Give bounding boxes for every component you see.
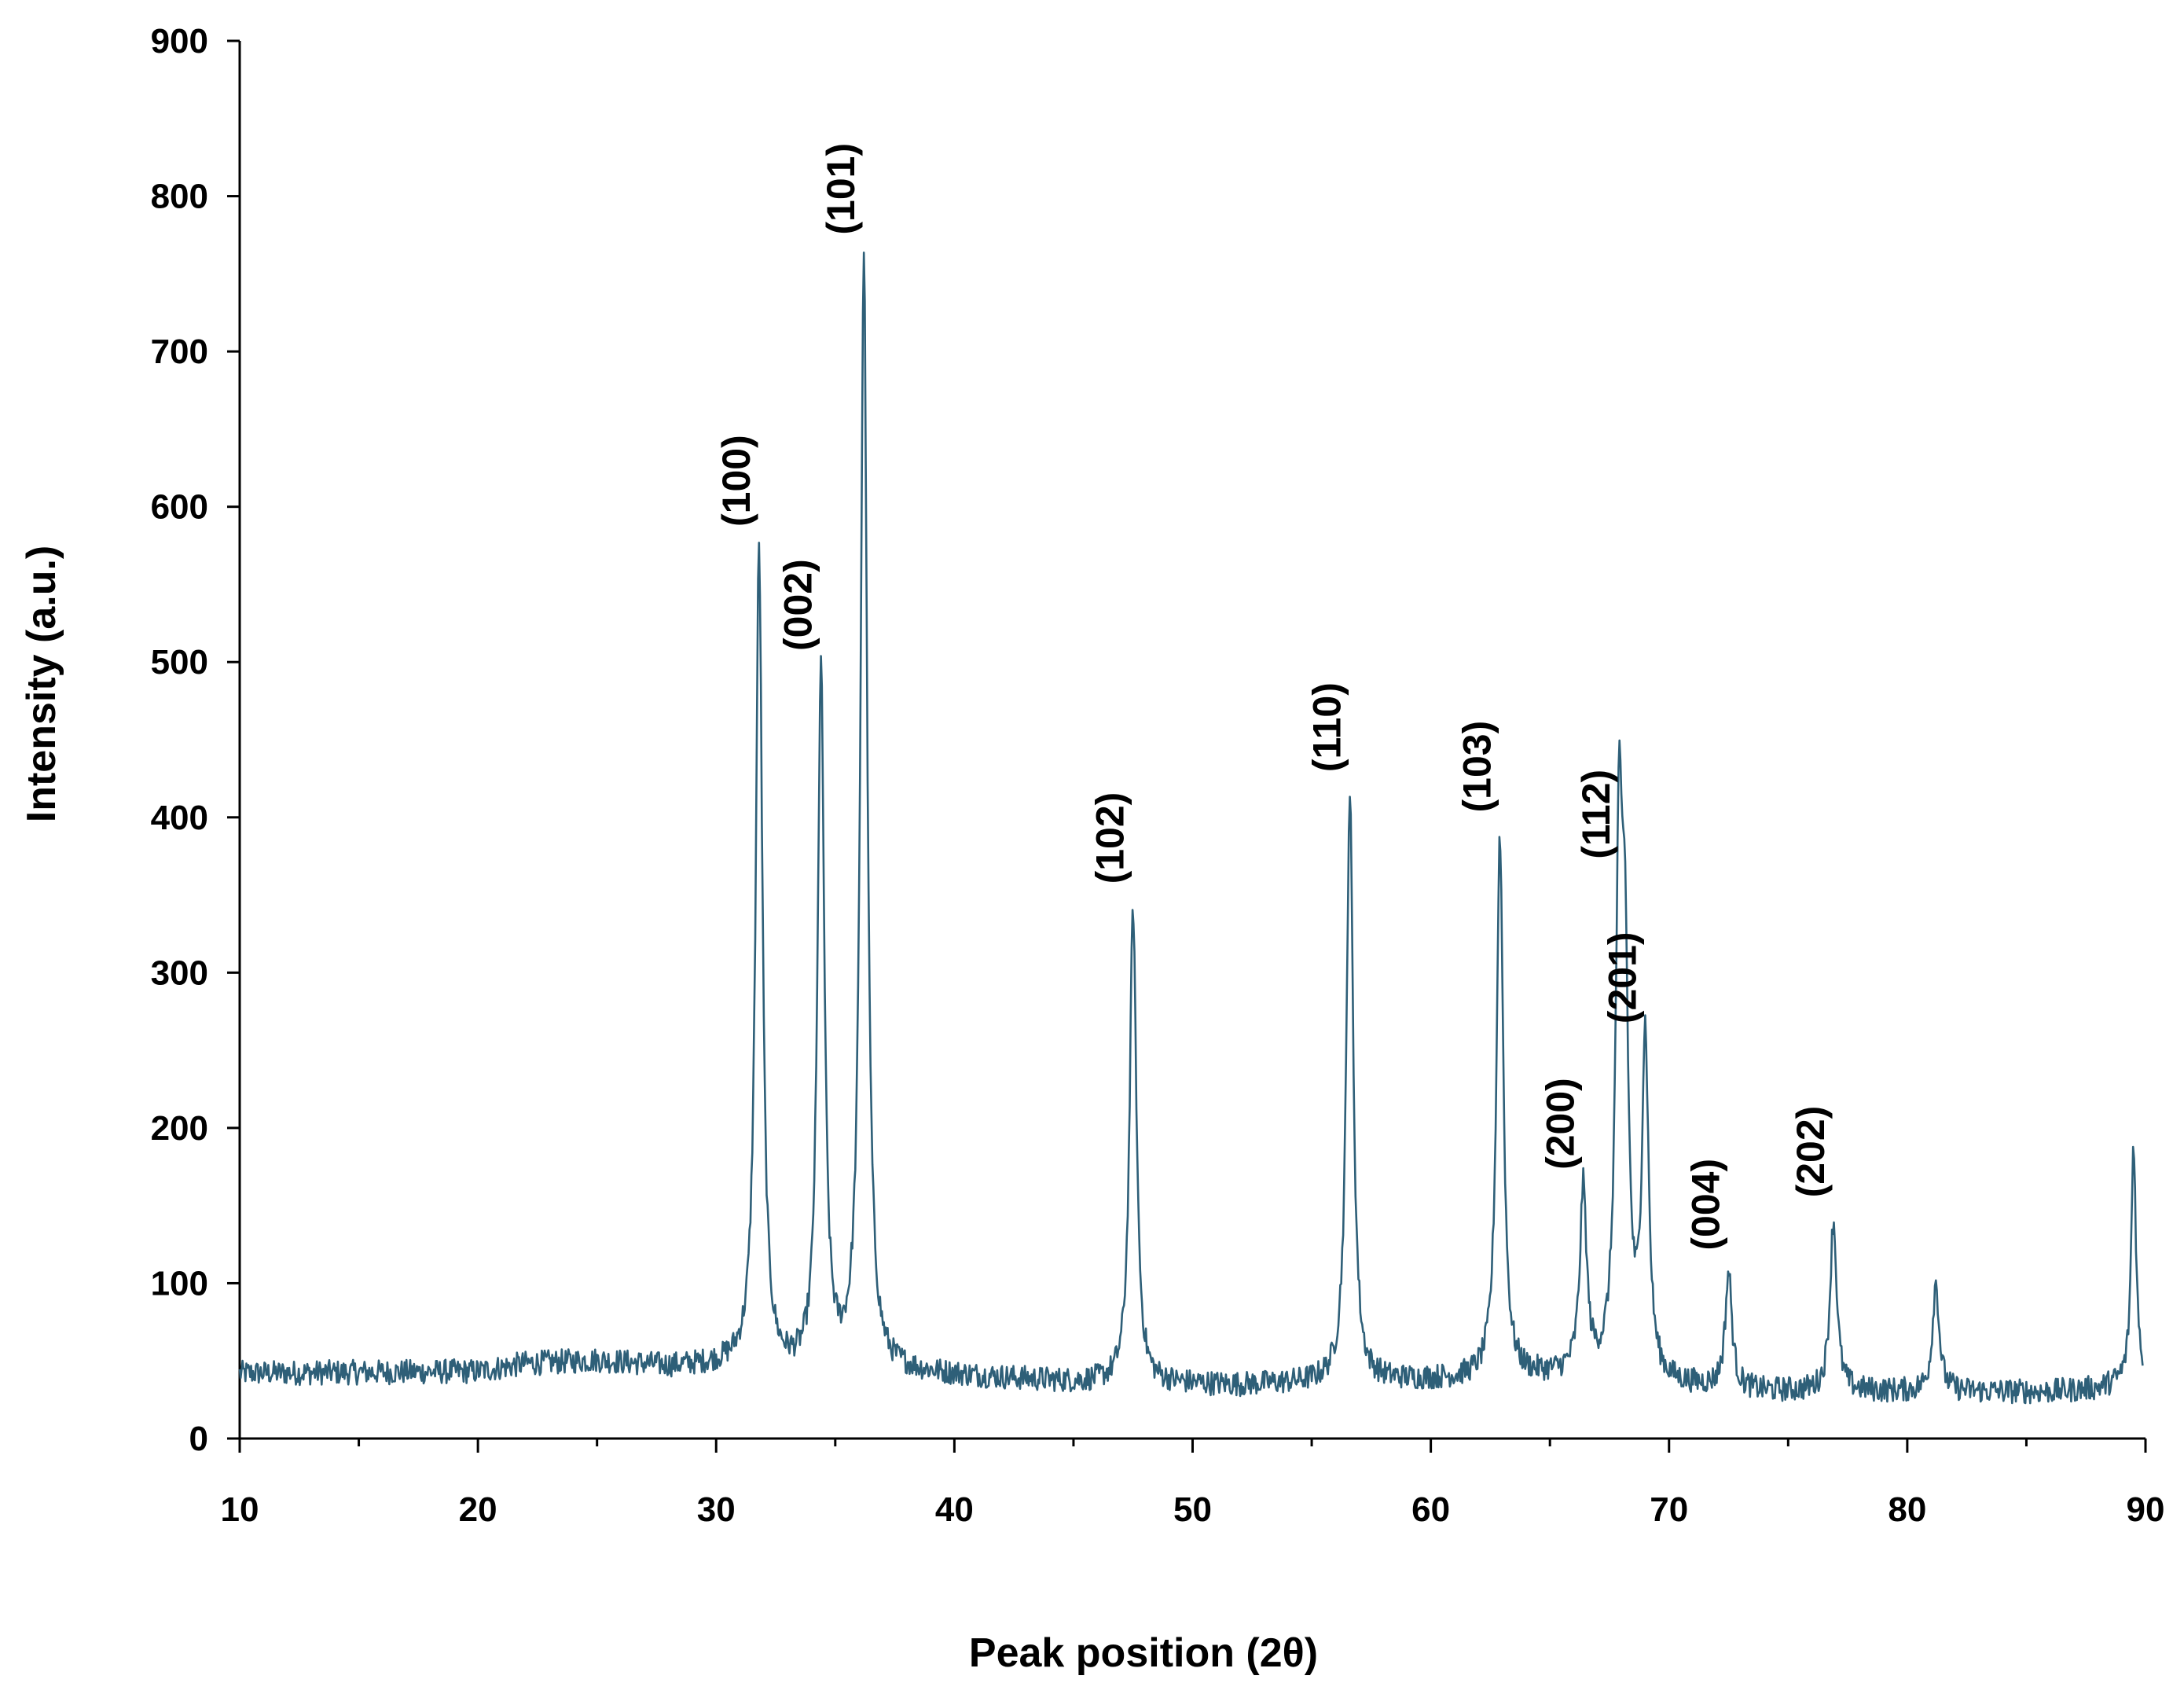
y-ticks: 0 100 200 300 400 500 600 700 800 900 — [151, 22, 240, 1458]
peak-label: (202) — [1789, 1106, 1833, 1198]
peak-label: (101) — [819, 143, 863, 235]
axes — [238, 41, 2145, 1440]
y-tick-label: 0 — [189, 1420, 208, 1458]
y-tick-label: 400 — [151, 799, 208, 837]
x-axis-title: Peak position (2θ) — [969, 1630, 1318, 1676]
peak-labels: (100) (002) (101) (102) (110) (103) (200) (112)… — [714, 143, 1833, 1251]
peak-label: (112) — [1574, 770, 1618, 859]
x-tick-label: 60 — [1411, 1490, 1450, 1529]
peak-label: (002) — [776, 559, 820, 651]
peak-label: (110) — [1305, 682, 1349, 772]
x-tick-label: 50 — [1173, 1490, 1212, 1529]
y-tick-label: 800 — [151, 178, 208, 216]
peak-label: (201) — [1600, 932, 1644, 1023]
x-tick-label: 70 — [1650, 1490, 1688, 1529]
x-tick-label: 30 — [697, 1490, 736, 1529]
y-tick-label: 200 — [151, 1109, 208, 1148]
x-tick-label: 10 — [221, 1490, 259, 1529]
peak-label: (103) — [1455, 721, 1499, 813]
y-tick-label: 600 — [151, 488, 208, 527]
y-tick-label: 100 — [151, 1264, 208, 1303]
x-ticks: 10 20 30 40 50 60 70 80 90 — [221, 1439, 2165, 1529]
y-axis-title: Intensity (a.u.) — [19, 546, 64, 822]
x-tick-label: 80 — [1888, 1490, 1926, 1529]
peak-label: (200) — [1539, 1078, 1583, 1170]
y-tick-label: 300 — [151, 954, 208, 992]
y-tick-label: 900 — [151, 22, 208, 61]
diffraction-trace — [238, 252, 2144, 1405]
peak-label: (100) — [714, 435, 758, 527]
x-tick-label: 40 — [935, 1490, 974, 1529]
x-tick-label: 90 — [2127, 1490, 2165, 1529]
peak-label: (102) — [1088, 792, 1132, 884]
peak-label: (004) — [1684, 1159, 1728, 1251]
y-tick-label: 700 — [151, 333, 208, 371]
x-tick-label: 20 — [459, 1490, 497, 1529]
y-tick-label: 500 — [151, 643, 208, 682]
